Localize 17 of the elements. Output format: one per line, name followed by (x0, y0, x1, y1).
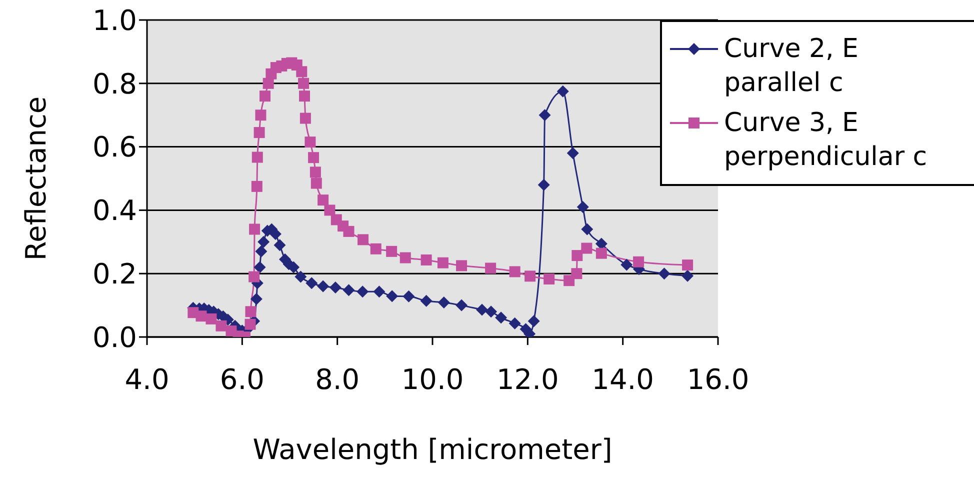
x-axis-title: Wavelength [micrometer] (252, 433, 612, 466)
y-tick-label: 0.8 (92, 67, 137, 100)
legend-label: Curve 2, E parallel c (724, 33, 860, 100)
y-tick-label: 0.0 (92, 320, 137, 354)
x-tick-label: 12.0 (496, 362, 559, 396)
y-tick-label: 0.6 (92, 130, 137, 164)
x-tick-label: 16.0 (686, 362, 750, 396)
y-axis-title: Reflectance (20, 96, 52, 261)
x-tick-label: 8.0 (315, 362, 360, 396)
y-tick-label: 0.2 (92, 258, 137, 291)
x-tick-label: 4.0 (124, 362, 170, 396)
y-tick-label: 1.0 (92, 4, 137, 37)
x-tick-label: 10.0 (401, 362, 464, 396)
y-tick-label: 0.4 (92, 194, 137, 228)
x-tick-label: 14.0 (592, 362, 654, 396)
x-tick-label: 6.0 (220, 362, 264, 396)
legend-label: Curve 3, E perpendicular c (724, 107, 928, 174)
